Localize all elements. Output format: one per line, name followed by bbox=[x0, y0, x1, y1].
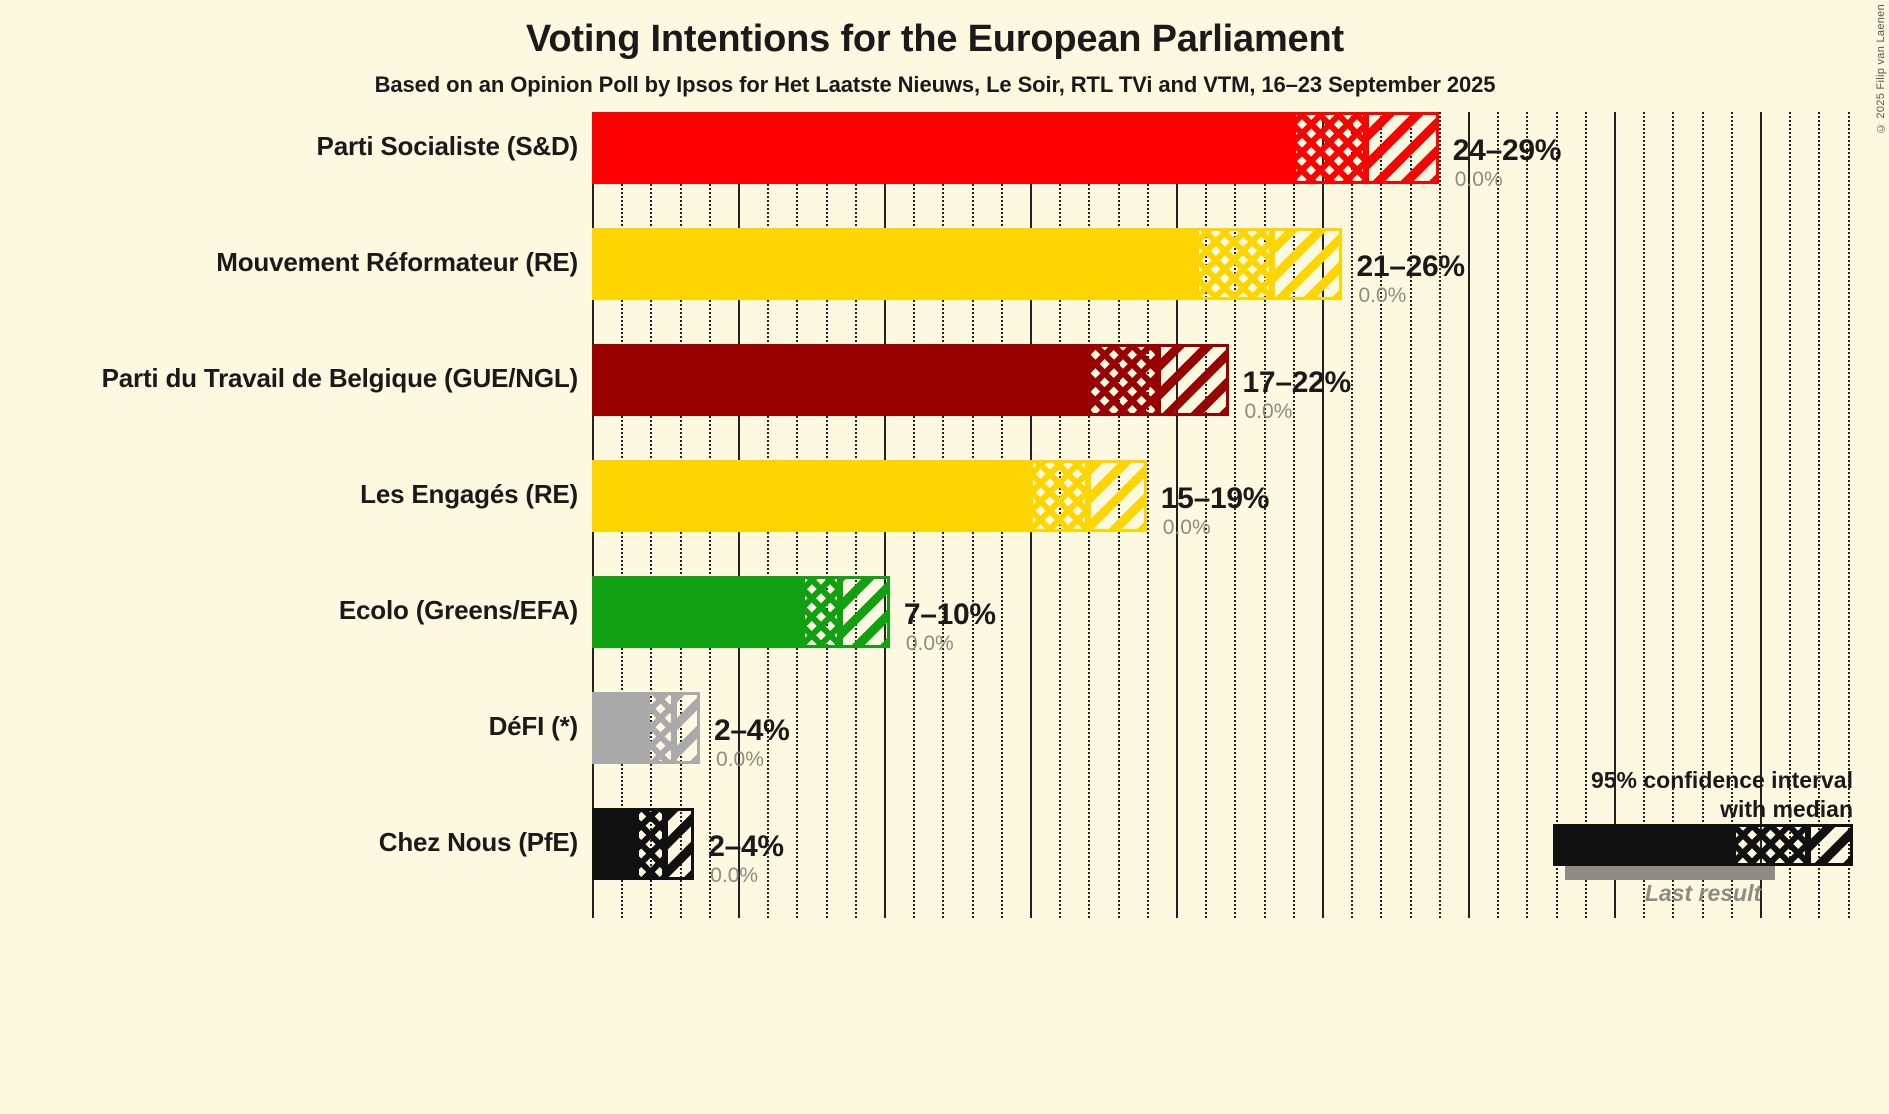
gridline-minor bbox=[1555, 112, 1558, 918]
bar-segment-solid bbox=[592, 576, 803, 648]
bar-4[interactable] bbox=[592, 460, 1147, 532]
gridline-minor bbox=[1234, 112, 1237, 918]
last-result-label-5: 0.0% bbox=[905, 632, 954, 655]
gridline-minor bbox=[1497, 112, 1500, 918]
legend-sample-bar bbox=[1553, 824, 1853, 866]
gridline-minor bbox=[1672, 112, 1675, 918]
bar-6[interactable] bbox=[592, 692, 701, 764]
bar-3[interactable] bbox=[592, 344, 1229, 416]
bar-segment-diagonal bbox=[673, 692, 701, 764]
bar-segment-crosshatch bbox=[1030, 460, 1089, 532]
legend-segment-crosshatch bbox=[1733, 824, 1808, 866]
gridline-minor bbox=[1146, 112, 1149, 918]
gridline-minor bbox=[1351, 112, 1354, 918]
bar-segment-diagonal bbox=[840, 576, 890, 648]
value-label-2: 21–26% bbox=[1356, 250, 1465, 283]
bar-5[interactable] bbox=[592, 576, 890, 648]
gridline-minor bbox=[1526, 112, 1529, 918]
value-label-6: 2–4% bbox=[714, 714, 790, 747]
bar-segment-solid bbox=[592, 344, 1089, 416]
gridline-major bbox=[1176, 112, 1178, 918]
last-result-label-2: 0.0% bbox=[1358, 284, 1407, 307]
category-label-7: Chez Nous (PfE) bbox=[378, 827, 578, 857]
bar-segment-crosshatch bbox=[647, 692, 674, 764]
bar-segment-solid bbox=[592, 228, 1197, 300]
copyright-notice: © 2025 Filip van Laenen bbox=[1875, 4, 1887, 135]
category-label-6: DéFI (*) bbox=[488, 711, 579, 741]
gridline-minor bbox=[1292, 112, 1295, 918]
last-result-label-6: 0.0% bbox=[716, 748, 764, 771]
last-result-label-7: 0.0% bbox=[710, 864, 759, 887]
gridline-minor bbox=[1438, 112, 1441, 918]
value-label-4: 15–19% bbox=[1160, 482, 1270, 515]
category-label-5: Ecolo (Greens/EFA) bbox=[338, 595, 578, 625]
legend-segment-diagonal bbox=[1808, 824, 1853, 866]
value-label-3: 17–22% bbox=[1242, 366, 1352, 399]
last-result-label-1: 0.0% bbox=[1454, 168, 1503, 191]
bar-segment-diagonal bbox=[1365, 112, 1439, 184]
bar-segment-diagonal bbox=[1088, 460, 1147, 532]
bar-2[interactable] bbox=[592, 228, 1343, 300]
gridline-minor bbox=[1701, 112, 1704, 918]
category-label-2: Mouvement Réformateur (RE) bbox=[216, 247, 578, 277]
last-result-label-3: 0.0% bbox=[1244, 400, 1293, 423]
last-result-label-4: 0.0% bbox=[1162, 516, 1211, 539]
bar-segment-crosshatch bbox=[1196, 228, 1273, 300]
bar-segment-diagonal bbox=[665, 808, 695, 880]
gridline-minor bbox=[1380, 112, 1383, 918]
gridline-minor bbox=[1789, 112, 1792, 918]
bar-segment-solid bbox=[592, 808, 636, 880]
legend-title: 95% confidence interval with median bbox=[1591, 766, 1853, 824]
bar-segment-crosshatch bbox=[802, 576, 841, 648]
bar-segment-crosshatch bbox=[635, 808, 665, 880]
category-label-3: Parti du Travail de Belgique (GUE/NGL) bbox=[101, 363, 579, 393]
legend-segment-solid bbox=[1553, 824, 1733, 866]
bar-segment-solid bbox=[592, 112, 1293, 184]
page-title: Voting Intentions for the European Parli… bbox=[526, 18, 1344, 60]
bar-1[interactable] bbox=[592, 112, 1439, 184]
value-label-5: 7–10% bbox=[903, 598, 996, 631]
category-label-1: Parti Socialiste (S&D) bbox=[316, 131, 579, 161]
bar-7[interactable] bbox=[592, 808, 695, 880]
category-label-4: Les Engagés (RE) bbox=[360, 479, 578, 509]
gridline-minor bbox=[1847, 112, 1850, 918]
bar-segment-crosshatch bbox=[1292, 112, 1366, 184]
legend-line-1: 95% confidence interval bbox=[1590, 767, 1853, 793]
gridline-major bbox=[1322, 112, 1324, 918]
bar-segment-crosshatch bbox=[1088, 344, 1159, 416]
gridline-major bbox=[1468, 112, 1470, 918]
gridline-minor bbox=[1643, 112, 1646, 918]
gridline-minor bbox=[1263, 112, 1266, 918]
legend-last-result-bar bbox=[1565, 866, 1775, 880]
value-label-7: 2–4% bbox=[708, 830, 784, 863]
page-subtitle: Based on an Opinion Poll by Ipsos for He… bbox=[374, 72, 1496, 97]
plot-area bbox=[592, 112, 1855, 918]
bar-segment-diagonal bbox=[1272, 228, 1343, 300]
gridline-major bbox=[1614, 112, 1616, 918]
bar-segment-diagonal bbox=[1158, 344, 1229, 416]
gridline-minor bbox=[1818, 112, 1821, 918]
legend-caption: Last result bbox=[1644, 880, 1762, 906]
legend-line-2: with median bbox=[1720, 796, 1853, 822]
value-label-1: 24–29% bbox=[1452, 134, 1562, 167]
gridline-minor bbox=[1730, 112, 1733, 918]
bar-segment-solid bbox=[592, 460, 1030, 532]
gridline-minor bbox=[1584, 112, 1587, 918]
bar-segment-solid bbox=[592, 692, 648, 764]
gridline-minor bbox=[1205, 112, 1208, 918]
gridline-major bbox=[1760, 112, 1762, 918]
gridline-minor bbox=[1409, 112, 1412, 918]
